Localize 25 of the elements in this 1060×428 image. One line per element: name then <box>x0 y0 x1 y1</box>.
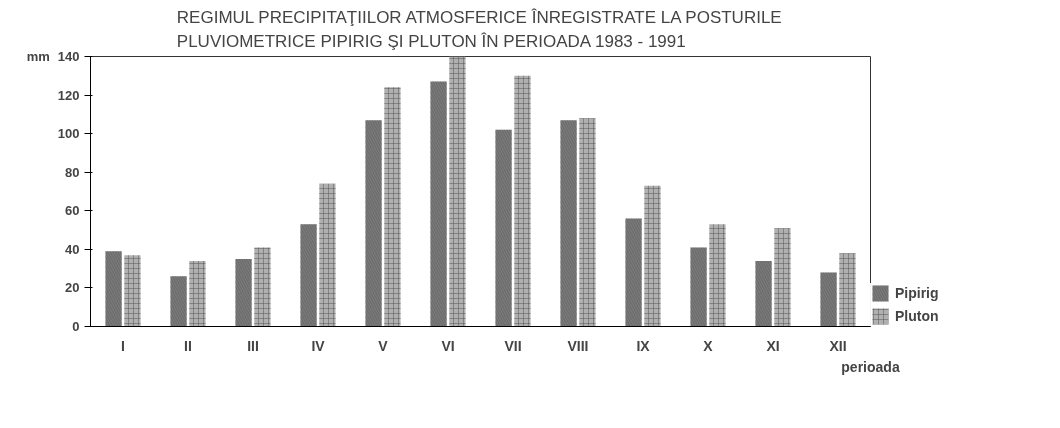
legend-label: Pipirig <box>895 285 939 301</box>
x-tick-label: XII <box>829 337 847 354</box>
legend-label: Pluton <box>895 308 939 324</box>
y-tick-label: 40 <box>65 241 80 257</box>
x-tick-label: VII <box>504 337 522 354</box>
x-tick-label: II <box>184 337 192 354</box>
x-tick-label: V <box>378 337 389 354</box>
y-tick-label: 0 <box>72 319 80 334</box>
chart-title: REGIMUL PRECIPITAŢIILOR ATMOSFERICE ÎNREGISTRATE LA POSTURILE PLUVIOMETRICE PIPIRIG ŞI PLUTON ÎN PERIOADA 1983 - 1991 <box>176 7 782 52</box>
y-tick-label: 60 <box>65 203 80 219</box>
x-tick-label: IX <box>636 337 651 354</box>
y-tick-label: 140 <box>57 49 80 64</box>
x-tick-label: III <box>247 337 259 354</box>
x-tick-label: I <box>121 337 125 354</box>
x-tick-label: IV <box>311 337 326 354</box>
x-axis-title: perioada <box>841 358 900 375</box>
x-tick-label: VIII <box>567 337 589 354</box>
x-tick-label: XI <box>766 337 780 354</box>
x-tick-label: X <box>703 337 714 354</box>
y-axis-title: mm <box>26 49 50 64</box>
y-tick-label: 120 <box>57 87 80 103</box>
y-tick-label: 100 <box>57 126 80 142</box>
y-tick-label: 20 <box>65 280 80 296</box>
y-tick-label: 80 <box>65 164 80 180</box>
x-tick-label: VI <box>441 337 455 354</box>
